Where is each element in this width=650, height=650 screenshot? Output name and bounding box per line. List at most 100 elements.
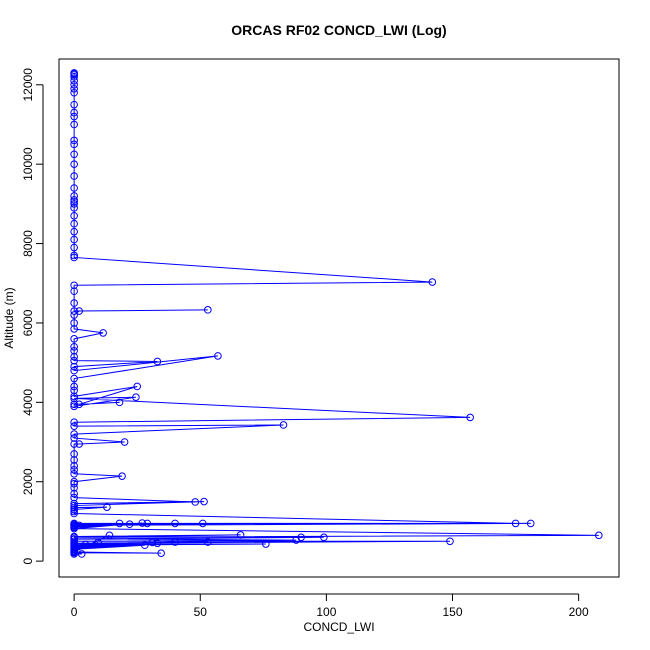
data-point: [70, 108, 78, 117]
data-point: [70, 150, 78, 159]
data-point: [70, 211, 78, 220]
data-point: [77, 550, 86, 558]
data-point: [70, 499, 78, 508]
x-tick-label: 100: [316, 605, 336, 619]
data-point: [262, 540, 270, 548]
data-point: [70, 160, 78, 168]
x-tick-label: 50: [194, 605, 208, 619]
data-point: [511, 519, 520, 528]
y-tick-label: 2000: [21, 468, 35, 495]
data-point: [148, 538, 157, 547]
data-point: [143, 519, 152, 528]
data-point: [70, 537, 78, 546]
data-point: [132, 393, 140, 401]
data-point: [70, 450, 78, 458]
data-point: [99, 329, 107, 337]
data-point: [70, 88, 78, 97]
data-point: [70, 319, 78, 327]
data-point: [279, 421, 288, 429]
data-point: [115, 519, 124, 528]
x-axis-label: CONCD_LWI: [303, 620, 374, 634]
data-point: [70, 462, 78, 470]
data-point: [70, 430, 78, 438]
data-point: [191, 498, 200, 506]
data-point: [70, 287, 78, 296]
data-point: [70, 184, 78, 192]
data-point: [200, 497, 208, 506]
y-axis-label: Altitude (m): [2, 287, 16, 348]
data-point: [70, 507, 78, 516]
plot-frame: [58, 58, 620, 578]
data-point: [70, 479, 78, 488]
data-point: [292, 536, 300, 544]
data-point: [120, 438, 129, 446]
data-point: [153, 539, 162, 548]
data-point: [105, 531, 114, 540]
data-point: [70, 382, 78, 391]
data-point: [75, 307, 83, 315]
data-point: [70, 456, 78, 464]
data-point: [70, 362, 78, 371]
data-point: [70, 366, 78, 375]
data-point: [94, 538, 102, 547]
data-point: [204, 538, 212, 546]
data-point: [70, 204, 78, 212]
y-tick-label: 6000: [21, 309, 35, 336]
data-point: [70, 466, 78, 474]
series-layer: [70, 69, 603, 558]
data-point: [81, 540, 90, 549]
data-point: [428, 278, 437, 286]
data-point: [70, 81, 78, 89]
data-point: [70, 440, 78, 448]
data-point: [70, 483, 78, 492]
data-point: [198, 519, 207, 528]
data-point: [70, 434, 78, 442]
y-tick-label: 0: [21, 557, 35, 564]
data-point: [70, 73, 78, 81]
data-point: [70, 356, 78, 365]
data-point: [70, 172, 78, 180]
y-tick-label: 12000: [21, 68, 35, 102]
data-point: [157, 549, 165, 557]
data-point: [70, 325, 78, 333]
data-point: [70, 251, 78, 260]
data-point: [138, 519, 147, 527]
data-point: [70, 509, 78, 518]
series-line: [73, 72, 599, 555]
data-point: [236, 531, 245, 539]
data-point: [133, 382, 141, 391]
data-point: [70, 100, 78, 109]
data-point: [118, 472, 126, 480]
data-point: [70, 84, 78, 93]
data-point: [70, 477, 78, 486]
data-point: [70, 352, 78, 361]
data-point: [70, 402, 78, 411]
data-point: [70, 299, 78, 307]
data-point: [70, 503, 78, 512]
data-point: [70, 374, 78, 383]
y-tick-label: 4000: [21, 389, 35, 416]
data-point: [70, 200, 78, 208]
data-point: [115, 398, 124, 407]
data-point: [75, 440, 83, 448]
data-point: [153, 357, 162, 366]
data-point: [70, 219, 78, 228]
data-point: [595, 531, 603, 540]
data-point: [70, 281, 78, 290]
data-point: [70, 243, 78, 252]
data-point: [70, 71, 78, 79]
data-point: [70, 253, 78, 262]
data-point: [70, 400, 78, 409]
data-point: [70, 346, 78, 355]
data-point: [466, 413, 474, 422]
data-point: [70, 386, 78, 395]
data-point: [103, 503, 111, 511]
x-axis: 0 50 100 150 200: [71, 593, 589, 619]
data-point: [70, 335, 78, 343]
data-point: [70, 524, 78, 533]
data-point: [70, 120, 78, 129]
data-point: [171, 538, 179, 546]
data-point: [70, 342, 78, 351]
data-point: [75, 400, 83, 409]
data-point: [70, 489, 78, 498]
